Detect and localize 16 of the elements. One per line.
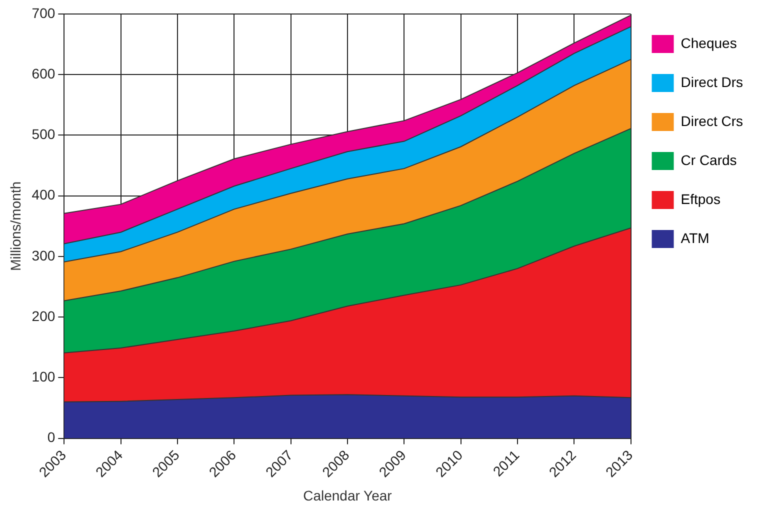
legend-label: Cheques <box>680 34 737 51</box>
y-tick-label: 0 <box>47 429 56 446</box>
y-tick-label: 700 <box>32 4 56 21</box>
y-tick-label: 400 <box>32 186 56 203</box>
y-axis-title: Millions/month <box>7 181 24 271</box>
y-tick-label: 600 <box>32 65 56 82</box>
y-tick-label: 500 <box>32 126 56 142</box>
legend-label: Direct Drs <box>680 74 744 90</box>
legend-label: ATM <box>680 230 710 246</box>
y-tick-label: 300 <box>32 247 56 264</box>
x-axis-title: Calendar Year <box>303 487 392 504</box>
y-tick-label: 200 <box>32 308 56 324</box>
legend-label: Cr Cards <box>680 152 737 168</box>
legend-label: Eftpos <box>680 190 720 207</box>
legend-label: Direct Crs <box>680 112 744 129</box>
y-tick-label: 100 <box>32 368 56 385</box>
